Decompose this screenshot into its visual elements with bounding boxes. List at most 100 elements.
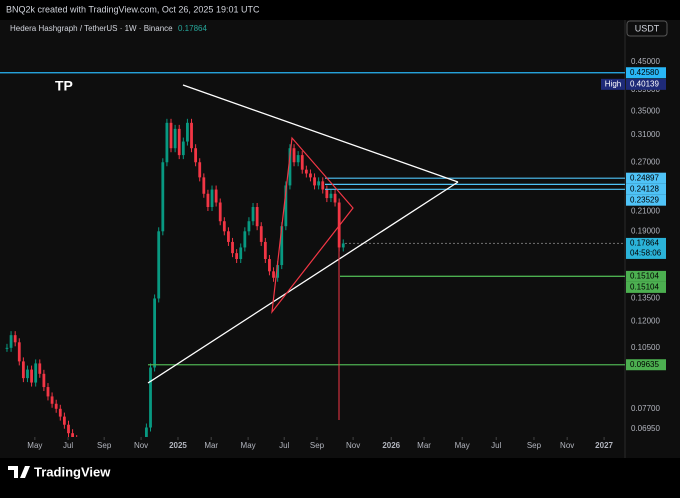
price-tag bbox=[626, 67, 666, 79]
price-tag-label: 0.42580 bbox=[630, 68, 659, 77]
candle bbox=[71, 433, 74, 437]
candle bbox=[276, 265, 280, 278]
footer: TradingView bbox=[8, 464, 111, 479]
candle bbox=[17, 342, 21, 362]
candle bbox=[161, 162, 165, 232]
candle bbox=[26, 369, 29, 379]
y-tick-label: 0.12000 bbox=[631, 317, 660, 326]
high-tag bbox=[601, 78, 625, 90]
candle bbox=[231, 241, 234, 254]
price-tag bbox=[626, 237, 666, 259]
candle bbox=[5, 347, 9, 349]
price-tag-label: 0.17864 bbox=[630, 239, 659, 248]
candle bbox=[325, 189, 329, 199]
x-tick-label: Nov bbox=[346, 441, 360, 450]
x-tick-label: Jul bbox=[279, 441, 289, 450]
candle bbox=[190, 122, 193, 149]
candle bbox=[214, 189, 218, 203]
candle bbox=[13, 335, 17, 343]
candle bbox=[317, 181, 321, 186]
candle bbox=[62, 416, 66, 425]
x-tick-label: Jul bbox=[491, 441, 501, 450]
symbol: Hedera Hashgraph / TetherUS · 1W · Binan… bbox=[10, 24, 173, 33]
price-tag bbox=[626, 78, 666, 90]
high-label: High bbox=[605, 79, 621, 88]
candle bbox=[42, 373, 46, 388]
candle bbox=[247, 221, 251, 232]
brand: TradingView bbox=[34, 464, 111, 479]
annotation: TP bbox=[55, 78, 73, 94]
x-tick-label: Nov bbox=[560, 441, 574, 450]
price-tag-label: 0.15104 bbox=[630, 283, 659, 292]
candle bbox=[181, 141, 185, 156]
price-tag-label: 0.24897 bbox=[630, 173, 659, 182]
candle bbox=[284, 185, 288, 227]
price-tag bbox=[626, 359, 666, 371]
candle bbox=[202, 177, 206, 194]
candle bbox=[210, 189, 214, 208]
triangle-line bbox=[182, 84, 459, 183]
x-tick-label: May bbox=[27, 441, 42, 450]
candle bbox=[321, 181, 325, 190]
candle bbox=[304, 169, 308, 174]
candle bbox=[34, 363, 38, 383]
credit: BNQ2k created with TradingView.com, Oct … bbox=[6, 4, 260, 14]
price-tag-label: 0.15104 bbox=[630, 272, 659, 281]
candle bbox=[239, 247, 243, 260]
candle bbox=[50, 396, 54, 404]
y-tick-label: 0.06950 bbox=[631, 424, 660, 433]
y-tick-label: 0.35000 bbox=[631, 106, 660, 115]
candle bbox=[165, 122, 169, 163]
candle bbox=[177, 128, 181, 156]
currency-box[interactable] bbox=[626, 20, 668, 37]
candle bbox=[329, 193, 333, 199]
red-triangle bbox=[271, 136, 354, 315]
candle bbox=[21, 361, 25, 379]
price-tag-label: 0.24128 bbox=[630, 184, 659, 193]
candle bbox=[54, 403, 58, 409]
x-tick-label: 2026 bbox=[382, 441, 400, 450]
candle bbox=[333, 193, 337, 203]
candle bbox=[9, 335, 13, 348]
candle bbox=[309, 173, 312, 178]
candle bbox=[259, 226, 263, 242]
price-tag-label: 0.40139 bbox=[630, 79, 659, 88]
candle bbox=[251, 207, 255, 222]
candle bbox=[255, 207, 259, 227]
candle bbox=[263, 241, 267, 260]
candle bbox=[296, 155, 300, 163]
y-tick-label: 0.07700 bbox=[631, 404, 660, 413]
y-tick-label: 0.31000 bbox=[631, 130, 660, 139]
candle bbox=[292, 148, 296, 163]
price-tag bbox=[626, 194, 666, 206]
candle bbox=[341, 243, 345, 248]
candle bbox=[272, 271, 275, 278]
y-tick-label: 0.13500 bbox=[631, 294, 660, 303]
candle bbox=[268, 259, 271, 272]
candle bbox=[243, 231, 247, 248]
candle bbox=[218, 202, 222, 222]
x-tick-label: May bbox=[455, 441, 470, 450]
candle bbox=[194, 148, 198, 163]
x-tick-label: Sep bbox=[310, 441, 325, 450]
candle bbox=[288, 148, 292, 186]
x-tick-label: Jul bbox=[63, 441, 73, 450]
x-tick-label: 2025 bbox=[169, 441, 187, 450]
candle bbox=[300, 155, 304, 170]
logo bbox=[8, 466, 30, 478]
y-tick-label: 0.10500 bbox=[631, 343, 660, 352]
candle bbox=[173, 128, 177, 149]
x-tick-label: May bbox=[241, 441, 256, 450]
price-tag bbox=[626, 172, 666, 184]
candle bbox=[198, 162, 202, 178]
price-tag bbox=[626, 281, 666, 293]
candle bbox=[157, 231, 161, 299]
y-tick-label: 0.45000 bbox=[631, 57, 660, 66]
currency[interactable]: USDT bbox=[635, 23, 660, 33]
candle bbox=[30, 369, 33, 383]
candle bbox=[67, 424, 70, 434]
x-tick-label: 2027 bbox=[595, 441, 613, 450]
countdown: 04:58:06 bbox=[630, 249, 662, 258]
triangle-line bbox=[147, 181, 459, 384]
y-tick-label: 0.21000 bbox=[631, 207, 660, 216]
